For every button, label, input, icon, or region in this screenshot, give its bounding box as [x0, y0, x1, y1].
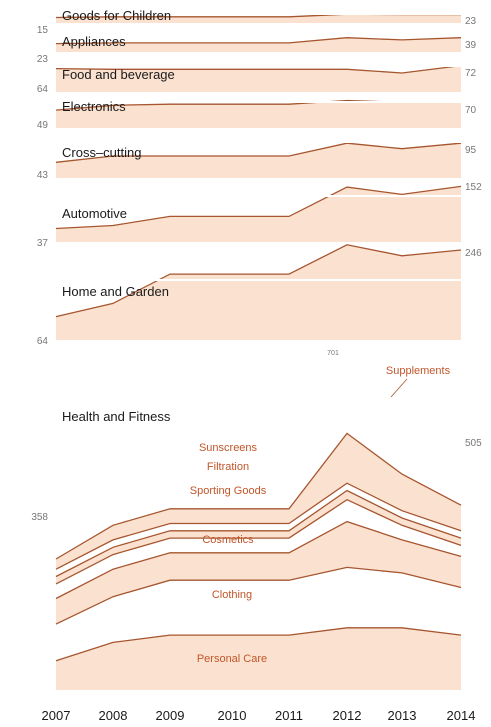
subarea-sunscreens	[56, 483, 461, 577]
x-tick-2007: 2007	[42, 708, 71, 723]
end-value-goods-for-children: 23	[465, 16, 477, 27]
subcategory-label-supplements: Supplements	[386, 365, 451, 377]
subline-filtration	[55, 489, 462, 578]
x-tick-2011: 2011	[275, 708, 303, 723]
area-goods-for-children	[56, 14, 461, 23]
subarea-cosmetics	[56, 521, 461, 625]
subline-clothing	[55, 566, 462, 625]
subcategory-label-sporting-goods: Sporting Goods	[190, 485, 267, 497]
category-label-cross-cutting: Cross–cutting	[62, 145, 141, 160]
subarea-personal-care	[56, 627, 461, 690]
end-value-electronics: 70	[465, 105, 477, 116]
area-home-and-garden	[56, 244, 461, 340]
separator-layer	[56, 13, 461, 281]
subcategory-label-personal-care: Personal Care	[197, 653, 267, 665]
end-value-food-and-beverage: 72	[465, 68, 477, 79]
subarea-supplements	[56, 433, 461, 570]
subline-cosmetics	[55, 520, 462, 600]
subcategory-label-sunscreens: Sunscreens	[199, 442, 258, 454]
area-layer	[56, 14, 461, 690]
subline-sporting-goods	[55, 498, 462, 585]
label-layer: Goods for Children Appliances Food and b…	[31, 8, 482, 723]
x-tick-2013: 2013	[388, 708, 417, 723]
category-label-electronics: Electronics	[62, 99, 126, 114]
start-value-cross-cutting: 43	[37, 170, 49, 181]
line-appliances	[55, 37, 462, 45]
line-health-and-fitness	[55, 432, 462, 560]
x-tick-2012: 2012	[333, 708, 362, 723]
start-value-goods-for-children: 15	[37, 25, 49, 36]
end-value-appliances: 39	[465, 40, 477, 51]
subarea-sporting-goods	[56, 499, 461, 599]
start-value-appliances: 23	[37, 54, 49, 65]
start-value-home-and-garden: 64	[37, 336, 49, 347]
subcategory-label-filtration: Filtration	[207, 461, 249, 473]
category-label-health-and-fitness: Health and Fitness	[62, 409, 171, 424]
start-value-electronics: 49	[37, 120, 49, 131]
area-food-and-beverage	[56, 65, 461, 92]
category-label-goods-for-children: Goods for Children	[62, 8, 171, 23]
end-value-health-and-fitness: 505	[465, 438, 482, 449]
subline-personal-care	[55, 627, 462, 662]
line-home-and-garden	[55, 244, 462, 318]
area-appliances	[56, 37, 461, 52]
category-label-home-and-garden: Home and Garden	[62, 284, 169, 299]
supplements-pointer-line	[390, 378, 408, 398]
subcategory-label-clothing: Clothing	[212, 589, 252, 601]
edge-layer	[55, 13, 462, 662]
subarea-filtration	[56, 490, 461, 584]
end-value-automotive: 152	[465, 182, 482, 193]
area-automotive	[56, 186, 461, 242]
category-label-food-and-beverage: Food and beverage	[62, 67, 175, 82]
peak-value-health-and-fitness: 701	[327, 350, 339, 357]
line-food-and-beverage	[55, 64, 462, 74]
area-electronics	[56, 100, 461, 128]
category-label-automotive: Automotive	[62, 206, 127, 221]
x-tick-2008: 2008	[99, 708, 128, 723]
end-value-home-and-garden: 246	[465, 248, 482, 259]
x-tick-2010: 2010	[218, 708, 247, 723]
subcategory-label-cosmetics: Cosmetics	[202, 534, 254, 546]
line-automotive	[55, 185, 462, 230]
x-tick-2009: 2009	[156, 708, 185, 723]
end-value-cross-cutting: 95	[465, 145, 477, 156]
start-value-health-and-fitness: 358	[31, 512, 48, 523]
line-cross-cutting	[55, 142, 462, 163]
area-cross-cutting	[56, 143, 461, 178]
start-value-food-and-beverage: 64	[37, 84, 49, 95]
start-value-automotive: 37	[37, 238, 49, 249]
subline-sunscreens	[55, 482, 462, 570]
category-label-appliances: Appliances	[62, 34, 126, 49]
x-tick-2014: 2014	[447, 708, 476, 723]
subarea-clothing	[56, 567, 461, 661]
